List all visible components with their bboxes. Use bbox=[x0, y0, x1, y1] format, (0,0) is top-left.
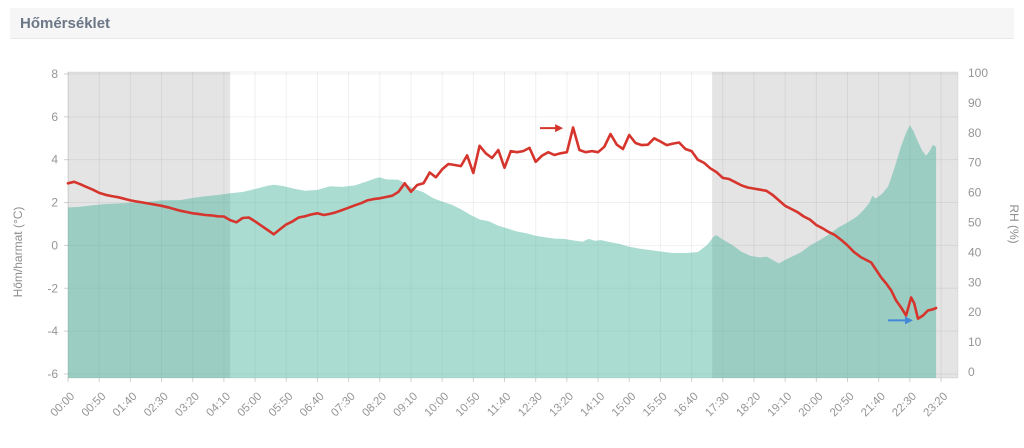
y-right-tick-label: 80 bbox=[968, 126, 982, 140]
y-left-tick-label: 4 bbox=[51, 153, 58, 167]
x-axis-tick-label: 15:50 bbox=[641, 390, 670, 419]
x-axis-tick-label: 08:20 bbox=[360, 390, 389, 419]
x-axis-tick-label: 09:10 bbox=[391, 390, 420, 419]
x-axis-tick-label: 20:00 bbox=[797, 390, 826, 419]
panel-header: Hőmérséklet bbox=[10, 8, 1014, 39]
x-axis-tick-label: 05:00 bbox=[236, 390, 265, 419]
blue-arrow-annotation-head bbox=[904, 316, 913, 325]
y-left-tick-label: 0 bbox=[51, 238, 58, 252]
temperature-line-series bbox=[66, 126, 938, 321]
y-right-tick-label: 60 bbox=[968, 186, 982, 200]
x-axis-tick-label: 21:40 bbox=[859, 390, 888, 419]
y-left-tick-label: 6 bbox=[51, 110, 58, 124]
y-left-axis-title: Hőm/harmat (°C) bbox=[11, 207, 25, 298]
x-axis-tick-label: 00:50 bbox=[80, 390, 109, 419]
y-left-tick-label: 8 bbox=[51, 67, 58, 81]
x-axis-tick-label: 10:50 bbox=[454, 390, 483, 419]
x-axis-tick-label: 13:20 bbox=[547, 390, 576, 419]
x-axis-tick-label: 02:30 bbox=[142, 390, 171, 419]
x-axis-tick-label: 19:10 bbox=[766, 390, 795, 419]
y-left-tick-label: 2 bbox=[51, 196, 58, 210]
y-right-tick-label: 40 bbox=[968, 245, 982, 259]
y-right-tick-label: 10 bbox=[968, 335, 982, 349]
x-axis-tick-label: 18:20 bbox=[734, 390, 763, 419]
x-axis-tick-label: 20:50 bbox=[828, 390, 857, 419]
y-right-tick-label: 30 bbox=[968, 275, 982, 289]
y-right-tick-label: 20 bbox=[968, 305, 982, 319]
y-right-tick-label: 90 bbox=[968, 96, 982, 110]
x-axis-tick-label: 04:10 bbox=[204, 390, 233, 419]
y-left-tick-label: -4 bbox=[47, 324, 58, 338]
x-axis-tick-label: 14:10 bbox=[579, 390, 608, 419]
x-axis-tick-label: 11:40 bbox=[485, 391, 513, 419]
x-axis-tick-label: 00:00 bbox=[48, 390, 77, 419]
x-axis-tick-label: 07:30 bbox=[329, 390, 358, 419]
night-band bbox=[712, 72, 958, 378]
x-axis-tick-label: 15:00 bbox=[610, 390, 639, 419]
panel-title: Hőmérséklet bbox=[20, 14, 111, 32]
x-axis-tick-label: 16:40 bbox=[672, 390, 701, 419]
x-axis-tick-label: 03:20 bbox=[173, 390, 202, 419]
y-right-axis-title: RH (%) bbox=[1007, 204, 1021, 243]
x-axis-tick-label: 22:30 bbox=[890, 390, 919, 419]
y-left-tick-label: -6 bbox=[47, 367, 58, 381]
red-arrow-annotation-head bbox=[555, 124, 564, 133]
x-axis-tick-label: 23:20 bbox=[922, 390, 951, 419]
y-right-tick-label: 100 bbox=[968, 66, 988, 80]
night-band bbox=[68, 72, 231, 378]
y-right-tick-label: 70 bbox=[968, 156, 982, 170]
y-right-tick-label: 0 bbox=[968, 365, 975, 379]
y-right-tick-label: 50 bbox=[968, 216, 982, 230]
x-axis-tick-label: 06:40 bbox=[298, 390, 327, 419]
x-axis-tick-label: 10:00 bbox=[423, 390, 452, 419]
x-axis-tick-label: 12:30 bbox=[516, 390, 545, 419]
x-axis-tick-label: 05:50 bbox=[267, 390, 296, 419]
x-axis-tick-label: 01:40 bbox=[111, 390, 140, 419]
x-axis-tick-label: 17:30 bbox=[703, 390, 732, 419]
rh-area-series bbox=[68, 125, 937, 378]
y-left-tick-label: -2 bbox=[47, 281, 58, 295]
plot-border bbox=[67, 71, 959, 379]
